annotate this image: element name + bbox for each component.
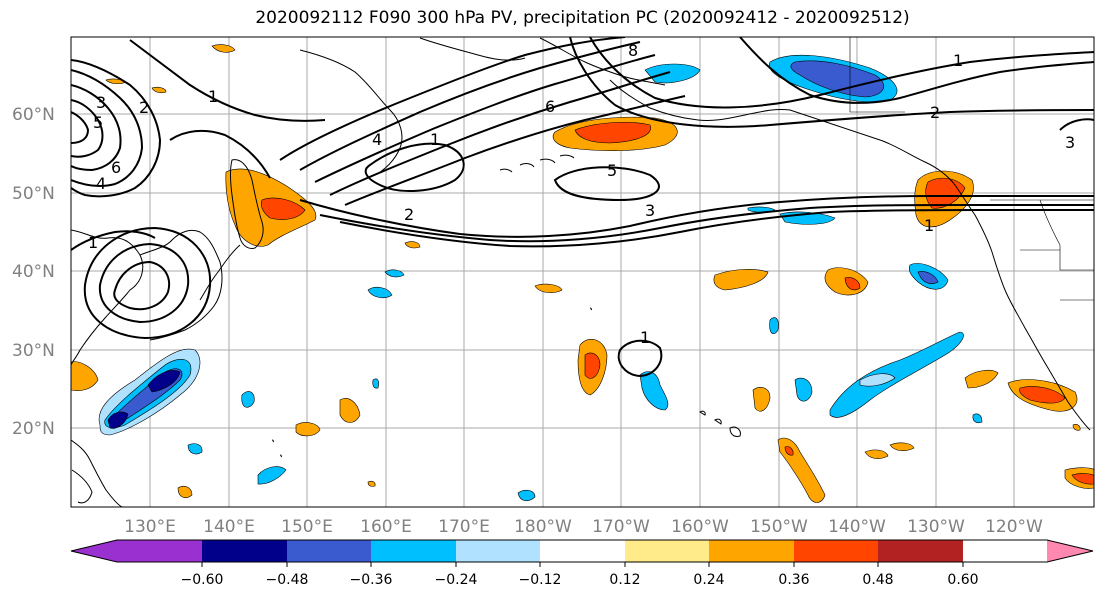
lon-label-120w: 120°W xyxy=(985,517,1043,537)
lon-label-180w: 180°W xyxy=(514,517,572,537)
svg-text:1: 1 xyxy=(924,216,934,235)
colorbar-swatch xyxy=(287,540,371,562)
map-title: 2020092112 F090 300 hPa PV, precipitatio… xyxy=(255,8,910,28)
colorbar-tick-label: −0.60 xyxy=(181,572,224,588)
colorbar-swatch xyxy=(117,540,202,562)
svg-text:4: 4 xyxy=(96,174,106,193)
lat-label-60n: 60°N xyxy=(12,105,55,125)
colorbar-swatch xyxy=(625,540,709,562)
lat-label-50n: 50°N xyxy=(12,184,55,204)
lat-label-20n: 20°N xyxy=(12,419,55,439)
colorbar-tick-label: 0.24 xyxy=(693,572,724,588)
svg-text:6: 6 xyxy=(111,158,121,177)
lon-label-160e: 160°E xyxy=(360,517,412,537)
lon-label-140e: 140°E xyxy=(203,517,255,537)
lon-label-130e: 130°E xyxy=(124,517,176,537)
svg-text:1: 1 xyxy=(953,51,963,70)
svg-text:3: 3 xyxy=(96,93,106,112)
svg-text:5: 5 xyxy=(607,161,617,180)
colorbar-tick-label: 0.48 xyxy=(862,572,893,588)
pv-contour-labels: 3 2 5 6 4 1 1 4 1 2 6 8 5 3 1 2 3 1 1 xyxy=(88,41,1075,347)
lat-label-30n: 30°N xyxy=(12,341,55,361)
colorbar-outline xyxy=(70,539,1094,563)
colorbar-swatch xyxy=(540,540,625,562)
colorbar-tick-label: 0.60 xyxy=(947,572,978,588)
lat-label-40n: 40°N xyxy=(12,262,55,282)
colorbar: −0.60 −0.48 −0.36 −0.24 −0.12 0.12 0.24 … xyxy=(70,539,1094,588)
colorbar-tick-label: −0.24 xyxy=(435,572,478,588)
colorbar-tick-label: −0.12 xyxy=(519,572,562,588)
precip-negative-anomalies xyxy=(98,54,983,502)
svg-text:6: 6 xyxy=(545,97,555,116)
colorbar-tick-label: −0.48 xyxy=(266,572,309,588)
svg-text:1: 1 xyxy=(208,87,218,106)
colorbar-extend-max xyxy=(1047,540,1093,562)
lon-label-150w: 150°W xyxy=(750,517,808,537)
svg-text:4: 4 xyxy=(372,130,382,149)
svg-text:3: 3 xyxy=(645,201,655,220)
svg-text:5: 5 xyxy=(93,113,103,132)
svg-text:1: 1 xyxy=(430,130,440,149)
lon-label-170e: 170°E xyxy=(438,517,490,537)
map-frame xyxy=(70,36,1095,508)
coastlines xyxy=(71,37,1091,507)
lon-label-150e: 150°E xyxy=(281,517,333,537)
svg-text:2: 2 xyxy=(139,98,149,117)
svg-text:1: 1 xyxy=(88,233,98,252)
colorbar-swatch xyxy=(794,540,878,562)
colorbar-extend-min xyxy=(71,540,117,562)
lon-label-170w: 170°W xyxy=(592,517,650,537)
pv-contours xyxy=(71,37,1094,378)
svg-text:3: 3 xyxy=(1065,133,1075,152)
colorbar-tick-label: −0.36 xyxy=(350,572,393,588)
colorbar-swatch xyxy=(202,540,287,562)
colorbar-swatch xyxy=(456,540,540,562)
lon-label-160w: 160°W xyxy=(671,517,729,537)
svg-text:8: 8 xyxy=(628,41,638,60)
lon-label-130w: 130°W xyxy=(907,517,965,537)
colorbar-swatch xyxy=(878,540,963,562)
colorbar-swatch xyxy=(371,540,456,562)
svg-text:1: 1 xyxy=(640,328,650,347)
svg-text:2: 2 xyxy=(404,205,414,224)
lon-label-140w: 140°W xyxy=(828,517,886,537)
svg-text:2: 2 xyxy=(930,103,940,122)
colorbar-swatch xyxy=(709,540,794,562)
colorbar-tick-label: 0.12 xyxy=(609,572,640,588)
longitude-labels: 130°E 140°E 150°E 160°E 170°E 180°W 170°… xyxy=(124,517,1043,537)
latitude-labels: 60°N 50°N 40°N 30°N 20°N xyxy=(12,105,55,439)
colorbar-tick-label: 0.36 xyxy=(778,572,809,588)
